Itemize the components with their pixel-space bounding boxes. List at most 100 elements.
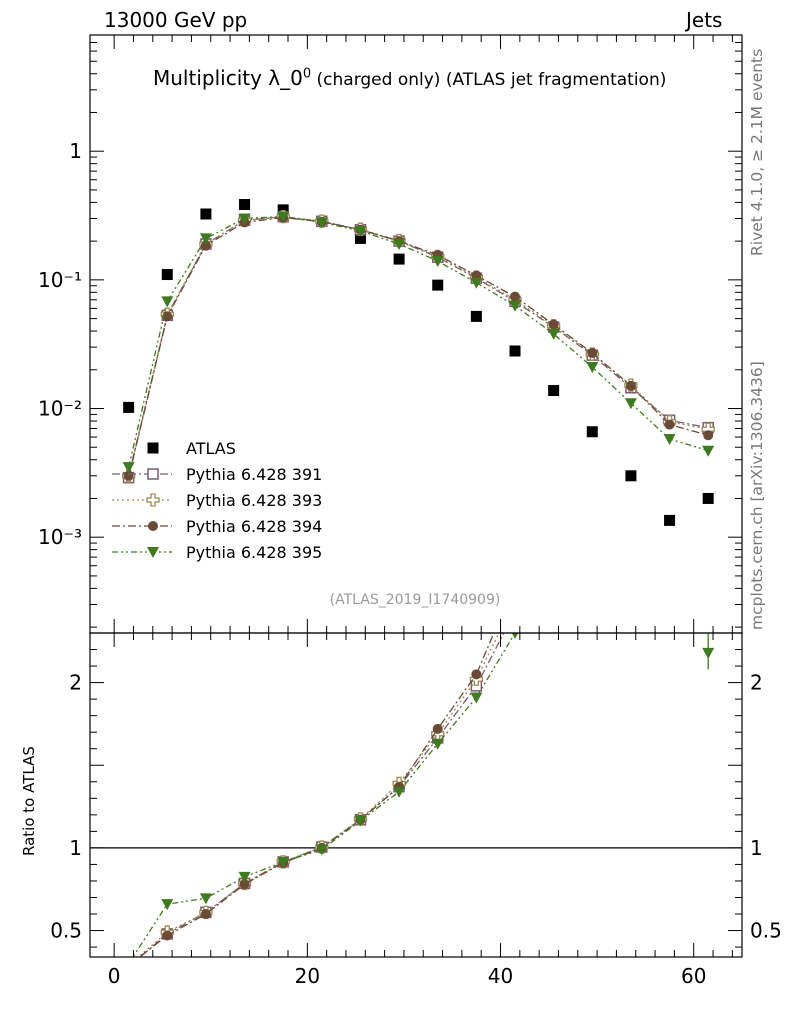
ratio-y-tick-label: 1 <box>69 836 82 860</box>
ratio-data-point <box>162 930 173 941</box>
legend-label: Pythia 6.428 391 <box>186 465 322 484</box>
main-data-point <box>470 310 482 322</box>
main-data-point <box>123 401 135 413</box>
main-data-point <box>315 217 328 229</box>
main-series-4 <box>122 211 715 474</box>
ratio-data-point <box>277 856 290 868</box>
main-data-point <box>277 204 289 216</box>
main-data-point <box>354 225 367 237</box>
main-data-point <box>200 208 212 220</box>
title-superscript: 0 <box>302 66 312 82</box>
main-data-point <box>663 433 676 445</box>
ratio-data-point <box>354 815 367 827</box>
main-data-point <box>161 269 173 281</box>
main-data-point <box>393 253 405 265</box>
ratio-data-point <box>199 893 212 905</box>
legend-label: Pythia 6.428 393 <box>186 491 322 510</box>
main-data-point <box>664 419 675 430</box>
main-data-point <box>586 426 598 438</box>
title-main: Multiplicity λ_0 <box>153 66 303 90</box>
main-data-point <box>625 470 637 482</box>
ratio-plot-frame <box>89 632 743 958</box>
ratio-data-point <box>509 594 521 606</box>
main-data-point <box>277 211 290 223</box>
x-tick-label: 40 <box>488 964 513 988</box>
main-data-point <box>509 345 521 357</box>
ratio-data-point <box>124 962 134 972</box>
main-data-point <box>239 199 251 211</box>
main-data-point <box>702 492 714 504</box>
title-subtitle: (charged only) (ATLAS jet fragmentation) <box>311 70 667 90</box>
main-data-point <box>548 385 560 397</box>
main-data-point <box>431 256 444 268</box>
ratio-data-point <box>393 786 406 798</box>
energy-label: 13000 GeV pp <box>104 8 248 32</box>
ratio-data-point <box>432 723 443 734</box>
main-data-point <box>548 319 559 330</box>
analysis-id-label: (ATLAS_2019_I1740909) <box>330 592 501 608</box>
main-y-tick-label: 10⁻³ <box>38 525 82 549</box>
ratio-data-point <box>123 959 135 971</box>
ratio-series-line <box>138 633 495 957</box>
main-data-point <box>123 470 134 481</box>
main-y-tick-label: 10⁻² <box>38 397 82 421</box>
ratio-series-3 <box>123 633 715 970</box>
ratio-data-point <box>510 578 520 588</box>
main-data-point <box>393 238 406 250</box>
main-data-point <box>586 362 599 374</box>
ratio-series-2 <box>124 578 520 970</box>
main-y-tick-label: 10⁻¹ <box>38 268 82 292</box>
ratio-data-point <box>471 669 482 680</box>
main-data-point <box>624 398 637 410</box>
main-data-point <box>587 348 598 359</box>
legend-marker <box>147 547 159 558</box>
legend-label: Pythia 6.428 395 <box>186 543 322 562</box>
ratio-data-point <box>239 879 250 890</box>
ratio-data-point <box>511 633 519 639</box>
ratio-data-point <box>315 844 328 856</box>
ratio-y-tick-label-right: 1 <box>750 836 763 860</box>
main-data-point <box>199 233 212 245</box>
category-label: Jets <box>686 8 723 32</box>
main-data-point <box>354 232 366 244</box>
ratio-series-line <box>139 633 505 957</box>
main-data-point <box>547 328 560 340</box>
main-data-point <box>664 514 676 526</box>
ratio-y-tick-label: 2 <box>69 671 82 695</box>
main-data-point <box>625 380 636 391</box>
legend-marker <box>147 442 159 454</box>
x-tick-label: 0 <box>108 964 121 988</box>
ratio-data-point <box>123 959 135 970</box>
main-series-line <box>128 215 709 468</box>
ratio-data-point <box>200 909 211 920</box>
main-y-tick-label: 1 <box>69 139 82 163</box>
legend-marker <box>147 468 159 480</box>
ratio-y-tick-label-right: 2 <box>750 671 763 695</box>
legend-marker <box>148 521 158 531</box>
main-series-line <box>128 216 709 476</box>
main-data-point <box>703 430 714 441</box>
ratio-data-point <box>161 899 174 911</box>
ratio-series-0 <box>124 607 520 972</box>
plot-title: Multiplicity λ_00 (charged only) (ATLAS … <box>153 66 666 90</box>
main-data-point <box>238 213 251 225</box>
ratio-data-point <box>470 692 483 704</box>
ratio-series-line <box>132 633 516 957</box>
main-data-point <box>470 277 483 289</box>
main-data-point <box>432 279 444 291</box>
x-tick-label: 20 <box>295 964 320 988</box>
main-series-line <box>128 215 709 476</box>
ratio-y-tick-label-right: 0.5 <box>750 919 782 943</box>
ratio-data-point <box>510 607 520 617</box>
ratio-data-point <box>238 871 251 883</box>
legend-marker <box>146 493 160 507</box>
main-data-point <box>161 296 174 308</box>
legend-label: Pythia 6.428 394 <box>186 517 322 536</box>
x-tick-label: 60 <box>681 964 706 988</box>
main-data-point <box>122 462 135 474</box>
ratio-data-point <box>124 960 134 970</box>
ratio-y-tick-label: 0.5 <box>50 919 82 943</box>
legend-label: ATLAS <box>186 439 236 458</box>
main-data-point <box>702 445 715 457</box>
